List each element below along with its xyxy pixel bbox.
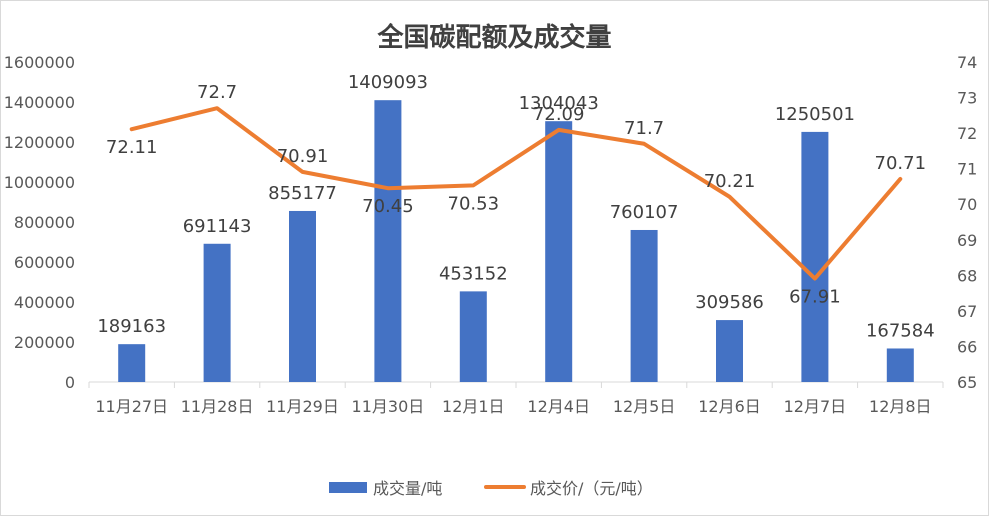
y-left-tick-label: 800000: [14, 213, 75, 232]
price-data-label: 72.11: [106, 137, 158, 158]
price-data-label: 72.09: [533, 104, 585, 125]
volume-bar: [459, 291, 487, 382]
chart-title: 全国碳配额及成交量: [377, 23, 612, 53]
volume-data-label: 691143: [183, 216, 252, 237]
y-left-tick-label: 1200000: [4, 133, 75, 152]
price-data-label: 70.53: [448, 193, 500, 214]
y-right-tick-label: 69: [957, 231, 977, 250]
volume-data-label: 760107: [610, 202, 679, 223]
volume-data-label: 1250501: [775, 104, 855, 125]
y-left-tick-label: 400000: [14, 293, 75, 312]
volume-data-label: 167584: [866, 320, 935, 341]
y-right-tick-label: 74: [957, 53, 977, 72]
volume-data-label: 1409093: [348, 72, 428, 93]
price-data-label: 70.21: [704, 171, 756, 192]
x-tick-label: 11月29日: [266, 397, 339, 416]
y-left-tick-label: 1600000: [4, 53, 75, 72]
volume-bar: [289, 210, 316, 382]
volume-data-label: 309586: [695, 292, 764, 313]
y-left-tick-label: 1400000: [4, 93, 75, 112]
y-right-tick-label: 67: [957, 302, 977, 321]
volume-bar: [374, 100, 402, 382]
y-right-tick-label: 71: [957, 160, 977, 179]
x-tick-label: 11月28日: [181, 397, 254, 416]
legend-label-price: 成交价/（元/吨）: [530, 479, 653, 498]
volume-bar: [886, 348, 914, 382]
x-tick-label: 11月27日: [95, 397, 168, 416]
y-left-tick-label: 1000000: [4, 173, 75, 192]
x-tick-label: 12月1日: [442, 397, 505, 416]
x-tick-label: 12月8日: [869, 397, 932, 416]
price-data-label: 71.7: [624, 118, 664, 139]
price-data-label: 70.45: [362, 196, 414, 217]
volume-bar: [545, 121, 573, 382]
volume-data-label: 189163: [97, 316, 166, 337]
volume-bar: [203, 243, 231, 382]
price-data-label: 70.71: [875, 153, 927, 174]
y-left-tick-label: 600000: [14, 253, 75, 272]
y-right-tick-label: 73: [957, 89, 977, 108]
y-right-tick-label: 70: [957, 195, 977, 214]
legend-label-volume: 成交量/吨: [373, 479, 442, 498]
y-right-tick-label: 72: [957, 124, 977, 143]
volume-data-label: 453152: [439, 263, 508, 284]
x-tick-label: 12月5日: [613, 397, 676, 416]
y-right-tick-label: 66: [957, 337, 977, 356]
x-tick-label: 12月6日: [698, 397, 761, 416]
x-tick-label: 11月30日: [352, 397, 425, 416]
x-tick-label: 12月4日: [527, 397, 590, 416]
y-right-tick-label: 65: [957, 373, 977, 392]
volume-data-label: 1304043: [519, 93, 599, 114]
volume-bar: [716, 320, 743, 382]
y-left-tick-label: 200000: [14, 333, 75, 352]
volume-bar: [630, 229, 658, 382]
price-data-label: 70.91: [277, 146, 329, 167]
x-tick-label: 12月7日: [784, 397, 847, 416]
volume-data-label: 855177: [268, 183, 337, 204]
price-line: [129, 106, 903, 281]
legend-swatch-volume: [329, 482, 367, 493]
price-data-label: 72.7: [197, 82, 237, 103]
y-left-tick-label: 0: [65, 373, 75, 392]
volume-bar: [118, 344, 146, 382]
volume-bar: [801, 131, 829, 382]
price-data-label: 67.91: [789, 287, 841, 308]
y-right-tick-label: 68: [957, 266, 977, 285]
